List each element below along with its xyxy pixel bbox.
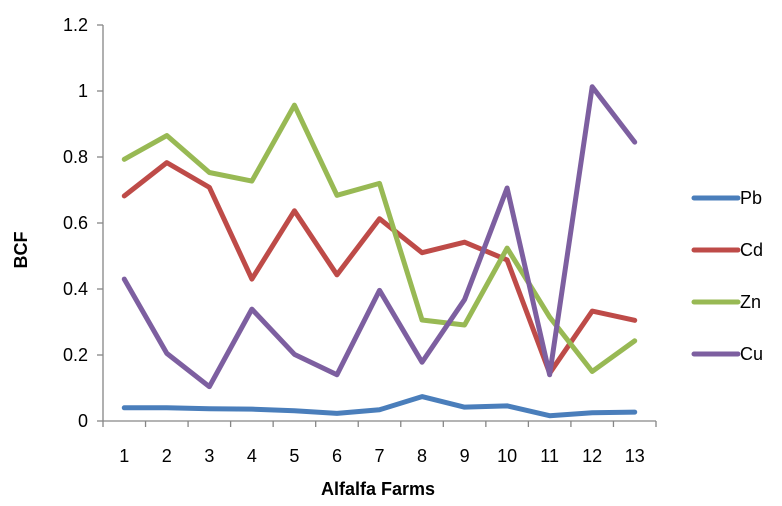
series-line-cd [121, 160, 638, 376]
legend-label: Cu [740, 344, 763, 364]
legend-item-cu: Cu [691, 344, 763, 364]
legend: Pb Cd Zn Cu [691, 188, 763, 364]
y-tick-label: 0.2 [63, 345, 88, 365]
series-line-zn [121, 102, 638, 374]
y-axis-title: BCF [11, 232, 31, 269]
x-tick-label: 5 [289, 446, 299, 466]
x-tick-label: 8 [417, 446, 427, 466]
series-line-pb [121, 394, 638, 419]
y-tick-label: 0.4 [63, 279, 88, 299]
y-tick-label: 0.6 [63, 213, 88, 233]
legend-item-pb: Pb [691, 188, 762, 208]
y-tick-label: 1.2 [63, 15, 88, 35]
y-tick-label: 1 [78, 81, 88, 101]
legend-item-zn: Zn [691, 292, 761, 312]
legend-item-cd: Cd [691, 240, 763, 260]
x-tick-label: 11 [540, 446, 559, 466]
x-tick-label: 13 [625, 446, 645, 466]
legend-label: Pb [740, 188, 762, 208]
x-tick-label: 6 [332, 446, 342, 466]
x-tick-label: 2 [162, 446, 172, 466]
series-lines [121, 84, 638, 419]
x-axis-title: Alfalfa Farms [321, 479, 435, 499]
legend-label: Cd [740, 240, 763, 260]
y-axis: 0 0.2 0.4 0.6 0.8 1 1.2 [63, 15, 104, 431]
x-tick-label: 1 [119, 446, 129, 466]
x-tick-label: 12 [582, 446, 602, 466]
x-tick-label: 9 [460, 446, 470, 466]
x-axis: 1 2 3 4 5 6 7 8 9 10 11 12 13 [102, 420, 657, 466]
x-tick-label: 4 [247, 446, 257, 466]
x-tick-label: 3 [204, 446, 214, 466]
series-line-cu [121, 84, 638, 390]
x-tick-label: 7 [374, 446, 384, 466]
y-tick-label: 0 [78, 411, 88, 431]
legend-label: Zn [740, 292, 761, 312]
x-tick-label: 10 [497, 446, 517, 466]
y-tick-label: 0.8 [63, 147, 88, 167]
